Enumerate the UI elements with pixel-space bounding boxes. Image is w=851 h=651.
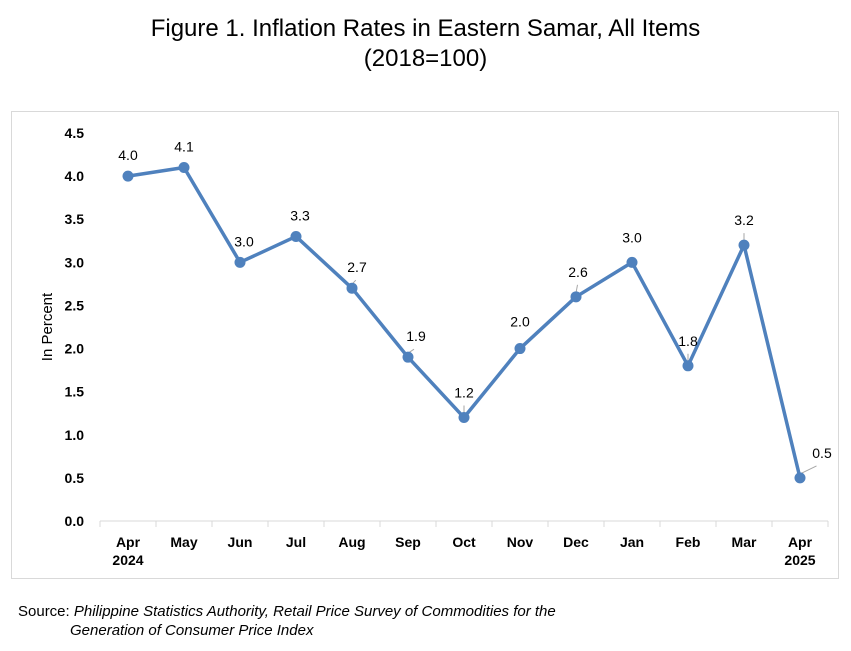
data-label: 3.3 bbox=[290, 207, 310, 223]
chart-subtitle: (2018=100) bbox=[363, 45, 488, 72]
x-tick-label: Dec bbox=[563, 534, 589, 550]
x-tick-label: Feb bbox=[676, 534, 701, 550]
x-tick-label: Mar bbox=[732, 534, 757, 550]
source-text-2: Generation of Consumer Price Index bbox=[70, 622, 314, 639]
source-label: Source: bbox=[18, 603, 74, 620]
data-label: 2.6 bbox=[568, 264, 588, 280]
source-text-1: Philippine Statistics Authority, Retail … bbox=[73, 603, 556, 620]
y-tick-label: 0.0 bbox=[65, 513, 85, 529]
x-tick-year-label: 2025 bbox=[784, 552, 815, 568]
x-tick-label: Sep bbox=[395, 534, 421, 550]
data-point bbox=[794, 472, 806, 484]
y-tick-label: 1.0 bbox=[65, 427, 85, 443]
x-tick-label: Apr bbox=[788, 534, 813, 550]
data-point bbox=[178, 161, 190, 173]
chart-area: 0.0 0.5 1.0 1.5 2.0 2.5 3.0 3.5 4.0 4.5 In Percent… bbox=[11, 111, 839, 579]
data-label: 0.5 bbox=[812, 445, 832, 461]
x-tick-year-label: 2024 bbox=[112, 552, 143, 568]
data-label-leader bbox=[799, 465, 817, 475]
data-label: 1.9 bbox=[406, 328, 426, 344]
source-line-1: Source: Philippine Statistics Authority,… bbox=[18, 602, 556, 621]
x-tick-label: Jun bbox=[228, 534, 253, 550]
x-tick-label: Jan bbox=[620, 534, 644, 550]
data-label: 1.2 bbox=[454, 385, 474, 401]
data-point bbox=[402, 351, 414, 363]
x-tick-label: Apr bbox=[116, 534, 141, 550]
source-note: Source: Philippine Statistics Authority,… bbox=[18, 602, 556, 640]
data-point bbox=[458, 412, 470, 424]
y-tick-label: 3.5 bbox=[65, 211, 85, 227]
y-tick-label: 2.5 bbox=[65, 297, 85, 313]
x-tick-label: Nov bbox=[507, 534, 534, 550]
data-label: 3.0 bbox=[234, 233, 254, 249]
data-point bbox=[626, 256, 638, 268]
line-chart: 0.0 0.5 1.0 1.5 2.0 2.5 3.0 3.5 4.0 4.5 In Percent… bbox=[39, 125, 832, 568]
series-line bbox=[126, 165, 802, 480]
data-point bbox=[682, 360, 694, 372]
x-tick-label: Oct bbox=[452, 534, 476, 550]
data-point bbox=[738, 239, 750, 251]
data-point bbox=[234, 256, 246, 268]
data-label: 3.0 bbox=[622, 229, 642, 245]
data-label: 1.8 bbox=[678, 333, 698, 349]
data-label: 4.0 bbox=[118, 147, 138, 163]
data-point bbox=[290, 230, 302, 242]
data-point bbox=[570, 291, 582, 303]
y-tick-label: 0.5 bbox=[65, 470, 85, 486]
y-tick-label: 4.5 bbox=[65, 125, 85, 141]
y-tick-label: 3.0 bbox=[65, 254, 85, 270]
y-tick-label: 2.0 bbox=[65, 341, 85, 357]
data-point bbox=[122, 170, 134, 182]
y-axis-title: In Percent bbox=[39, 292, 56, 361]
x-tick-label: May bbox=[170, 534, 197, 550]
data-label: 3.2 bbox=[734, 212, 754, 228]
chart-title: Figure 1. Inflation Rates in Eastern Sam… bbox=[150, 15, 701, 42]
data-label: 4.1 bbox=[174, 138, 194, 154]
data-point bbox=[514, 343, 526, 355]
data-label: 2.0 bbox=[510, 314, 530, 330]
x-tick-label: Jul bbox=[286, 534, 306, 550]
data-point bbox=[346, 282, 358, 294]
data-label: 2.7 bbox=[347, 259, 367, 275]
y-tick-label: 4.0 bbox=[65, 168, 85, 184]
x-tick-label: Aug bbox=[338, 534, 365, 550]
y-tick-label: 1.5 bbox=[65, 384, 85, 400]
